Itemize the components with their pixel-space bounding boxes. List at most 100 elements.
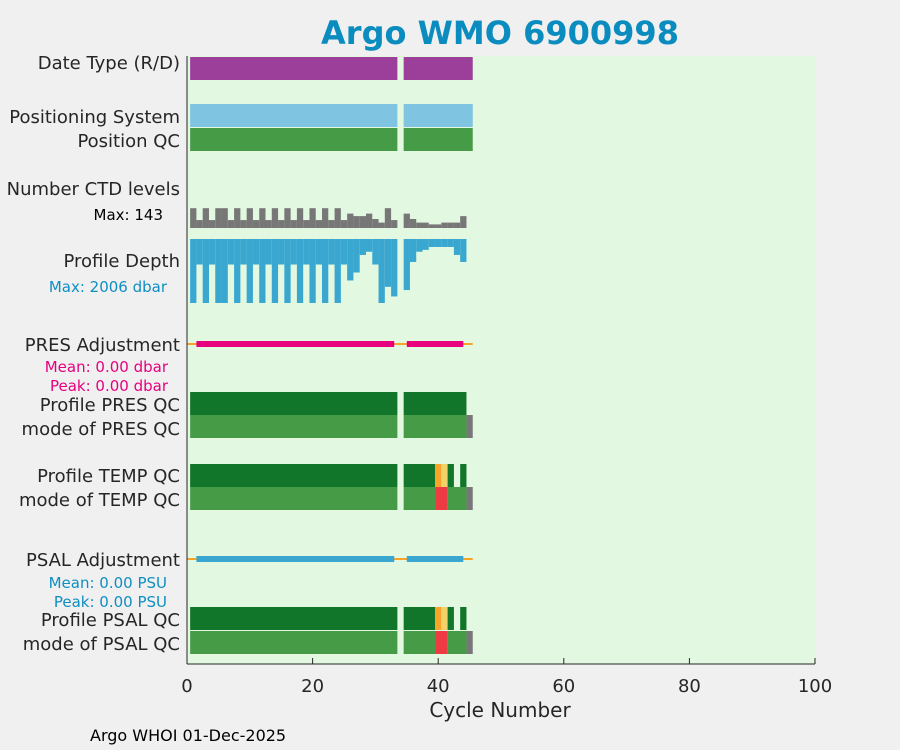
ctd-levels-bar-cycle-25: [340, 220, 348, 228]
label-psal-adjustment: PSAL Adjustment: [26, 550, 180, 571]
ctd-levels-bar-cycle-17: [290, 220, 297, 228]
profile-depth-bar-cycle-23: [328, 239, 335, 265]
ctd-levels-bar-cycle-44: [460, 216, 467, 228]
mode-psal-qc-segment-4: [447, 631, 467, 654]
label-profile-psal-qc: Profile PSAL QC: [41, 610, 180, 631]
profile-depth-bar-cycle-13: [265, 239, 272, 265]
profile-temp-qc-segment-1: [190, 464, 398, 487]
profile-temp-qc-segment-4: [441, 464, 448, 487]
mode-temp-qc-segment-5: [466, 487, 473, 510]
pres-adjustment-segment-1: [196, 341, 395, 347]
mode-pres-qc-segment-2: [403, 415, 467, 438]
profile-psal-qc-segment-1: [190, 607, 398, 630]
profile-depth-bar-cycle-11: [252, 239, 260, 265]
ctd-levels-bar-cycle-11: [252, 220, 260, 228]
profile-depth-bar-cycle-4: [208, 239, 216, 265]
profile-depth-bar-cycle-27: [353, 239, 360, 273]
profile-psal-qc-segment-3: [435, 607, 442, 630]
profile-depth-bar-cycle-21: [315, 239, 323, 265]
ctd-levels-bar-cycle-19: [303, 220, 310, 228]
ctd-levels-bar-cycle-35: [403, 213, 410, 228]
profile-depth-bar-cycle-20: [309, 239, 316, 303]
x-tick-label-0: 0: [181, 676, 192, 697]
x-tick-label-80: 80: [678, 676, 701, 697]
mode-temp-qc-segment-1: [190, 487, 398, 510]
ctd-levels-bar-cycle-5: [215, 208, 222, 228]
positioning-system-segment-2: [403, 104, 473, 127]
profile-depth-bar-cycle-33: [391, 239, 398, 297]
profile-depth-bar-cycle-3: [202, 239, 209, 303]
profile-depth-bar-cycle-32: [384, 239, 392, 287]
profile-depth-bar-cycle-1: [190, 239, 197, 303]
ctd-levels-bar-cycle-41: [441, 222, 448, 228]
profile-depth-bar-cycle-30: [372, 239, 379, 265]
pres-adjustment-peak: Peak: 0.00 dbar: [50, 377, 169, 395]
profile-psal-qc-segment-6: [460, 607, 467, 630]
profile-depth-bar-cycle-43: [453, 239, 461, 255]
mode-psal-qc-segment-3: [435, 631, 448, 654]
x-tick-label-40: 40: [427, 676, 450, 697]
mode-temp-qc-segment-2: [403, 487, 436, 510]
ctd-levels-bar-cycle-2: [196, 220, 203, 228]
ctd-levels-bar-cycle-13: [265, 220, 272, 228]
ctd-levels-bar-cycle-28: [359, 216, 366, 228]
pres-adjustment-mean: Mean: 0.00 dbar: [45, 358, 169, 376]
profile-pres-qc-segment-1: [190, 392, 398, 415]
ctd-levels-bar-cycle-37: [416, 222, 423, 228]
profile-temp-qc-segment-5: [447, 464, 454, 487]
label-profile-depth: Profile Depth: [63, 251, 180, 272]
x-axis-label: Cycle Number: [429, 698, 571, 722]
row-labels: Date Type (R/D) Positioning System Posit…: [7, 53, 180, 655]
ctd-levels-bar-cycle-7: [227, 220, 235, 228]
profile-temp-qc-segment-3: [435, 464, 442, 487]
label-profile-pres-qc: Profile PRES QC: [40, 395, 180, 416]
ctd-levels-bar-cycle-1: [190, 208, 197, 228]
profile-depth-bar-cycle-6: [221, 239, 228, 303]
ctd-levels-bar-cycle-3: [202, 208, 209, 228]
plot-area: [187, 56, 815, 664]
x-tick-label-60: 60: [552, 676, 575, 697]
profile-depth-bar-cycle-38: [422, 239, 429, 250]
ctd-levels-bar-cycle-15: [278, 220, 285, 228]
profile-depth-bar-cycle-29: [365, 239, 373, 252]
ctd-levels-bar-cycle-33: [391, 220, 398, 228]
label-profile-temp-qc: Profile TEMP QC: [37, 466, 180, 487]
profile-depth-bar-cycle-17: [290, 239, 297, 265]
label-mode-pres-qc: mode of PRES QC: [22, 419, 180, 440]
ctd-levels-bar-cycle-39: [428, 224, 436, 228]
ctd-levels-bar-cycle-40: [435, 224, 442, 228]
label-number-ctd-levels: Number CTD levels: [7, 179, 180, 200]
position-qc-segment-2: [403, 128, 473, 151]
x-tick-label-100: 100: [798, 676, 832, 697]
profile-depth-bar-cycle-36: [409, 239, 417, 262]
mode-psal-qc-segment-2: [403, 631, 436, 654]
ctd-levels-bar-cycle-14: [271, 208, 279, 228]
profile-depth-bar-cycle-19: [303, 239, 310, 265]
profile-depth-bar-cycle-37: [416, 239, 423, 252]
profile-temp-qc-segment-6: [460, 464, 467, 487]
label-pres-adjustment: PRES Adjustment: [25, 335, 180, 356]
profile-depth-bar-cycle-5: [215, 239, 222, 303]
ctd-levels-bar-cycle-18: [296, 208, 304, 228]
profile-depth-bar-cycle-44: [460, 239, 467, 262]
ctd-levels-bar-cycle-16: [284, 208, 291, 228]
profile-temp-qc-segment-2: [403, 464, 436, 487]
label-mode-temp-qc: mode of TEMP QC: [19, 490, 180, 511]
profile-depth-bar-cycle-15: [278, 239, 285, 265]
label-date-type: Date Type (R/D): [38, 53, 180, 74]
mode-psal-qc-segment-5: [466, 631, 473, 654]
data-marks: [187, 57, 473, 654]
ctd-levels-bar-cycle-12: [259, 208, 266, 228]
profile-depth-bar-cycle-42: [447, 239, 454, 247]
profile-depth-bar-cycle-41: [441, 239, 448, 247]
ctd-levels-bar-cycle-32: [384, 208, 392, 228]
mode-temp-qc-segment-4: [447, 487, 467, 510]
x-axis: 0 20 40 60 80 100: [181, 56, 832, 697]
ctd-levels-bar-cycle-24: [334, 208, 341, 228]
profile-depth-bar-cycle-12: [259, 239, 266, 303]
pres-adjustment-segment-2: [406, 341, 464, 347]
ctd-levels-bar-cycle-23: [328, 220, 335, 228]
mode-psal-qc-segment-1: [190, 631, 398, 654]
ctd-levels-bar-cycle-22: [322, 208, 329, 228]
